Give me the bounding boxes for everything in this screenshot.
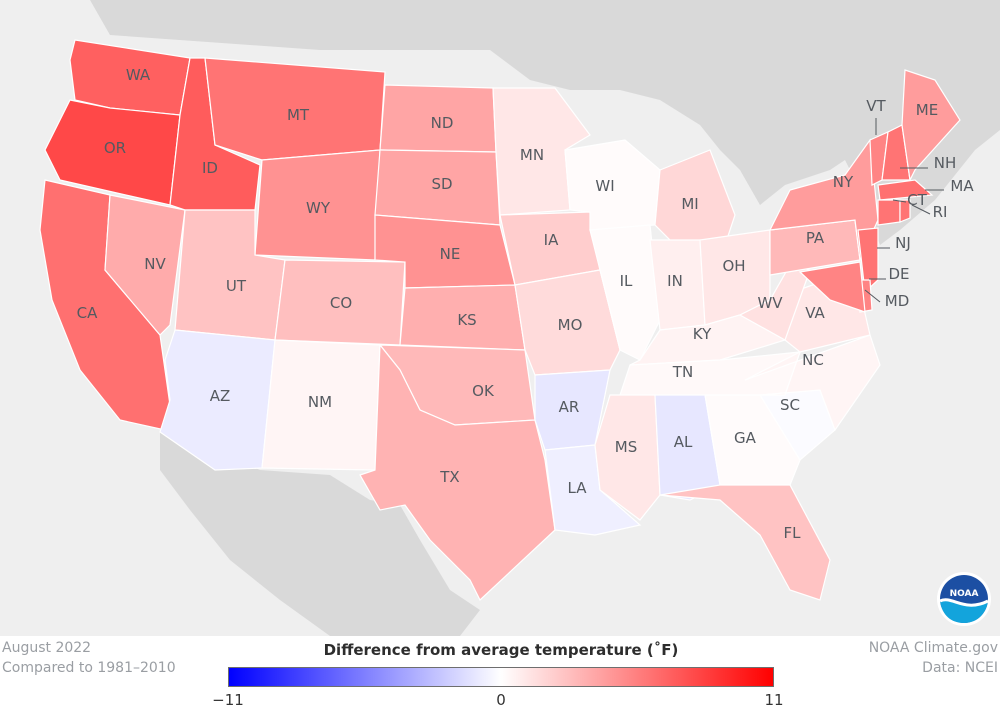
state-label-id: ID <box>202 159 218 177</box>
state-nc <box>744 334 881 432</box>
state-label-il: IL <box>620 272 633 290</box>
state-label-mo: MO <box>558 316 583 334</box>
state-label-de: DE <box>888 265 909 283</box>
state-md <box>798 261 866 313</box>
state-label-pa: PA <box>806 229 825 247</box>
state-label-wi: WI <box>595 177 614 195</box>
state-label-co: CO <box>330 294 352 312</box>
mexico-land <box>160 420 480 636</box>
state-label-in: IN <box>667 272 683 290</box>
state-label-ne: NE <box>440 245 461 263</box>
legend-tick-zero: 0 <box>496 691 506 709</box>
state-ct <box>877 199 901 226</box>
leader-line-ct <box>892 199 907 203</box>
us-temperature-map: WA OR ID MT WY ND SD NE NV UT CO KS CA AZ NM OK TX MN IA MO… <box>0 0 1000 636</box>
state-label-sd: SD <box>431 175 452 193</box>
state-nj <box>857 227 879 294</box>
period-text: August 2022 <box>2 640 92 656</box>
state-label-ct: CT <box>907 191 927 209</box>
legend-color-bar <box>228 667 774 687</box>
state-label-or: OR <box>104 139 126 157</box>
noaa-logo-text: NOAA <box>950 589 979 599</box>
state-label-ok: OK <box>472 382 495 400</box>
state-label-wy: WY <box>306 199 331 217</box>
state-label-mn: MN <box>520 146 544 164</box>
state-label-oh: OH <box>722 257 745 275</box>
state-label-wv: WV <box>757 294 783 312</box>
state-label-me: ME <box>916 101 938 119</box>
state-label-tx: TX <box>439 468 459 486</box>
state-label-nd: ND <box>431 114 454 132</box>
state-label-al: AL <box>674 433 693 451</box>
state-label-ga: GA <box>734 429 757 447</box>
state-ga <box>704 394 801 486</box>
state-label-mt: MT <box>287 106 310 124</box>
state-label-nm: NM <box>308 393 332 411</box>
leader-line-ri <box>911 204 931 215</box>
state-label-az: AZ <box>210 387 231 405</box>
state-label-ms: MS <box>615 438 637 456</box>
state-label-ia: IA <box>544 231 559 249</box>
map-panel: WA OR ID MT WY ND SD NE NV UT CO KS CA AZ NM OK TX MN IA MO… <box>0 0 1000 636</box>
label-leader-lines <box>864 118 944 303</box>
state-label-mi: MI <box>681 195 698 213</box>
baseline-text: Compared to 1981–2010 <box>2 660 176 676</box>
state-ri <box>899 199 911 223</box>
canada-land <box>0 0 1000 245</box>
state-fl <box>659 484 831 601</box>
leader-line-md <box>864 289 881 303</box>
state-label-ks: KS <box>457 311 476 329</box>
state-labels: WA OR ID MT WY ND SD NE NV UT CO KS CA AZ NM OK TX MN IA MO… <box>77 66 975 542</box>
legend-tick-min: −11 <box>212 691 244 709</box>
data-credit: Data: NCEI <box>922 660 998 676</box>
state-me <box>901 69 961 182</box>
state-nv <box>104 194 186 336</box>
state-label-ut: UT <box>226 277 247 295</box>
source-credit: NOAA Climate.gov <box>868 640 998 656</box>
state-label-tn: TN <box>672 363 693 381</box>
state-label-sc: SC <box>780 396 800 414</box>
state-label-ar: AR <box>559 398 580 416</box>
state-label-nc: NC <box>802 351 824 369</box>
state-label-nj: NJ <box>895 234 911 252</box>
state-label-la: LA <box>568 479 588 497</box>
state-label-md: MD <box>885 292 910 310</box>
state-ma <box>877 179 934 201</box>
state-label-nh: NH <box>934 154 957 172</box>
state-label-va: VA <box>805 304 825 322</box>
state-label-wa: WA <box>126 66 151 84</box>
state-label-ky: KY <box>693 325 712 343</box>
state-label-ri: RI <box>933 203 948 221</box>
state-label-vt: VT <box>866 97 886 115</box>
states-layer <box>39 39 961 601</box>
legend-tick-max: 11 <box>764 691 784 709</box>
state-label-ma: MA <box>950 177 974 195</box>
state-label-fl: FL <box>784 524 802 542</box>
state-label-ny: NY <box>833 173 854 191</box>
legend-title: Difference from average temperature (˚F) <box>323 641 679 659</box>
state-label-nv: NV <box>144 255 166 273</box>
noaa-logo-icon: NOAA <box>936 571 992 627</box>
state-label-ca: CA <box>77 304 98 322</box>
